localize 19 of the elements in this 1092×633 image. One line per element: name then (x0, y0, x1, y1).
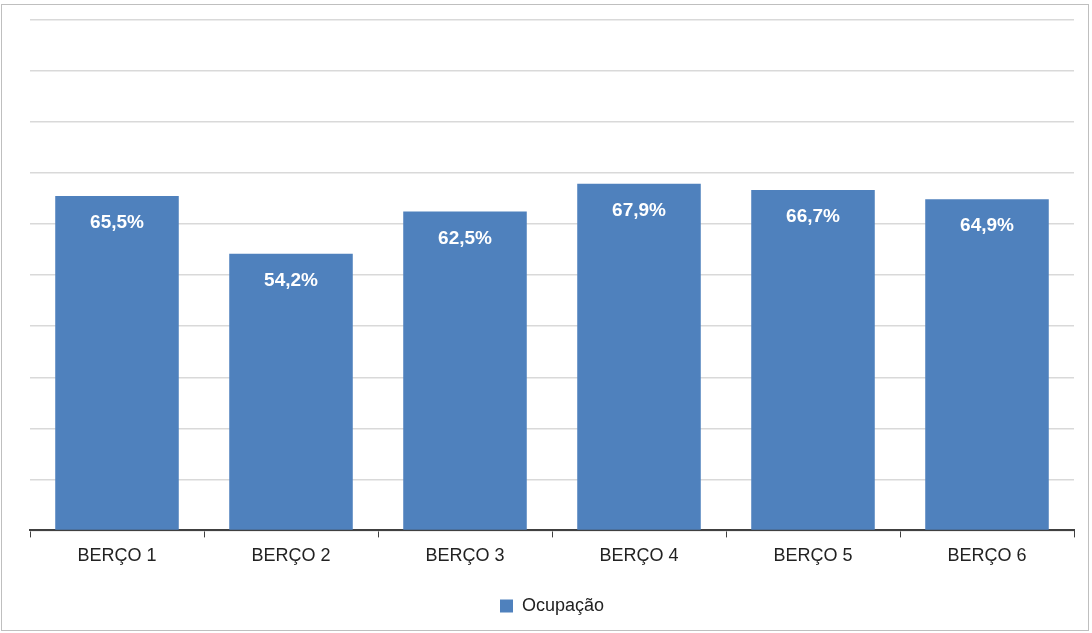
bar (577, 183, 701, 530)
data-label: 54,2% (264, 269, 319, 290)
data-label: 67,9% (612, 199, 667, 221)
bar (55, 196, 179, 530)
bar (925, 199, 1049, 530)
x-tick-label: BERÇO 3 (425, 545, 505, 566)
bar (229, 253, 353, 530)
legend-label: Ocupação (521, 594, 605, 615)
data-label: 66,7% (786, 205, 841, 227)
x-tick-label: BERÇO 1 (77, 545, 157, 566)
x-tick-label: BERÇO 5 (773, 545, 853, 566)
data-label: 62,5% (438, 226, 493, 248)
data-label: 64,9% (960, 214, 1015, 236)
data-label: 65,5% (90, 211, 145, 233)
bar (751, 189, 875, 530)
bar (403, 211, 527, 530)
x-tick-label: BERÇO 6 (947, 545, 1027, 566)
x-tick-label: BERÇO 2 (251, 545, 331, 566)
x-tick-label: BERÇO 4 (599, 545, 679, 566)
